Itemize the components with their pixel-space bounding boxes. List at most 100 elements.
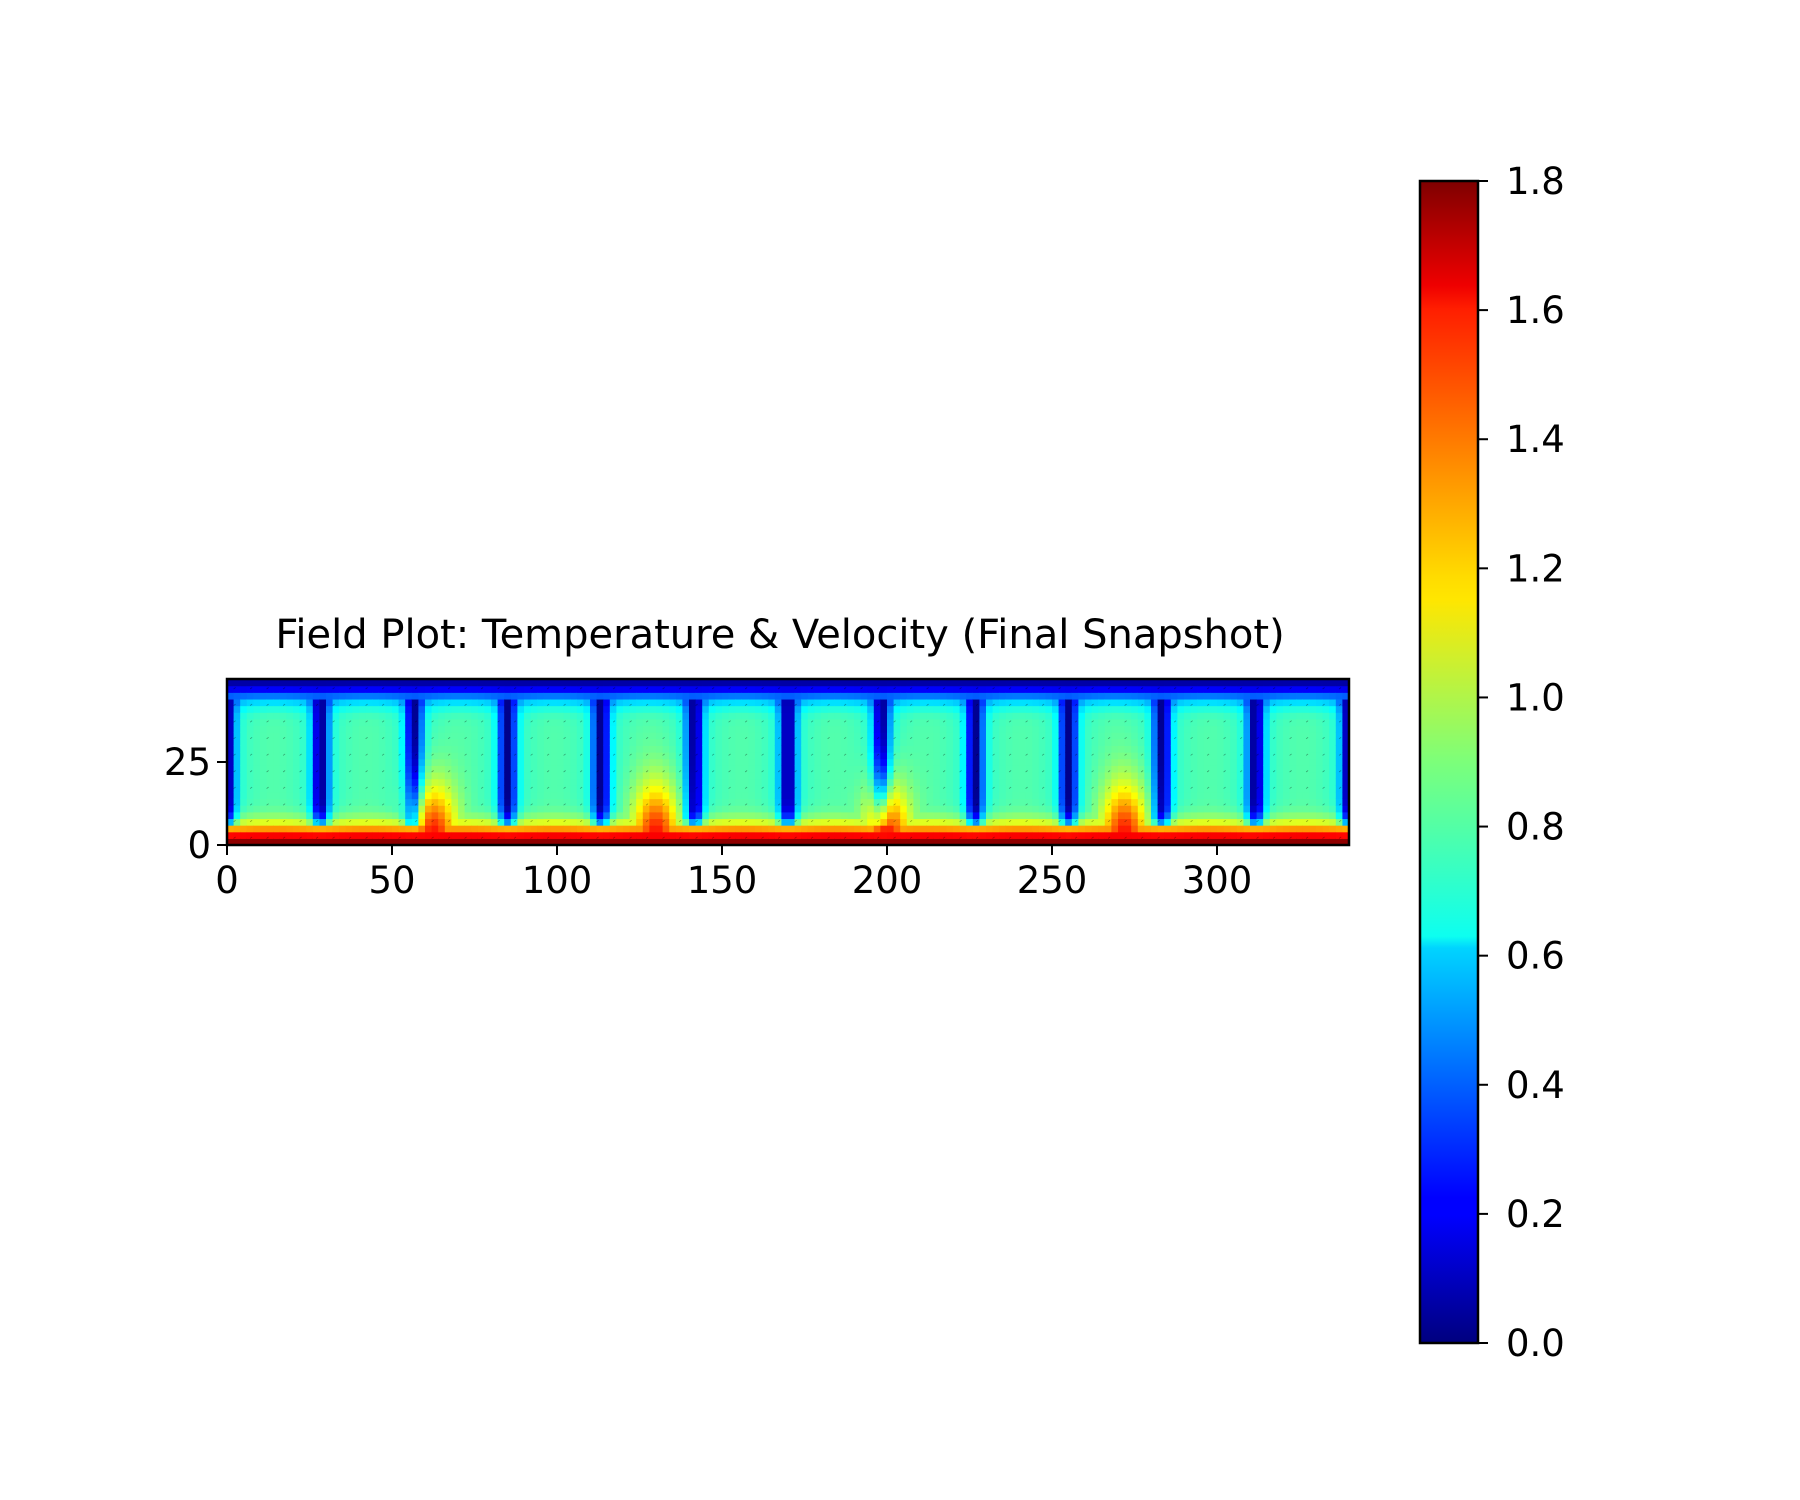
heatmap-cell bbox=[675, 818, 683, 826]
heatmap-cell bbox=[807, 818, 815, 826]
heatmap-cell bbox=[920, 692, 928, 700]
heatmap-cell bbox=[240, 685, 248, 693]
heatmap-cell bbox=[708, 679, 716, 687]
heatmap-cell bbox=[1025, 738, 1033, 746]
heatmap-cell bbox=[636, 798, 644, 806]
velocity-arrow bbox=[695, 753, 698, 756]
heatmap-cell bbox=[715, 718, 723, 727]
heatmap-cell bbox=[510, 838, 518, 845]
heatmap-cell bbox=[576, 732, 584, 740]
heatmap-cell bbox=[279, 752, 287, 760]
heatmap-cell bbox=[603, 798, 611, 806]
heatmap-cell bbox=[260, 685, 268, 693]
heatmap-cell bbox=[906, 745, 914, 753]
heatmap-cell bbox=[1012, 818, 1020, 826]
heatmap-cell bbox=[1269, 745, 1277, 753]
heatmap-cell bbox=[1131, 811, 1139, 820]
heatmap-cell bbox=[735, 698, 743, 707]
heatmap-cell bbox=[1032, 758, 1040, 766]
heatmap-cell bbox=[293, 778, 301, 786]
heatmap-cell bbox=[821, 798, 829, 806]
heatmap-cell bbox=[425, 765, 433, 773]
heatmap-cell bbox=[570, 752, 578, 760]
velocity-arrow bbox=[233, 836, 236, 839]
heatmap-cell bbox=[1197, 838, 1205, 845]
heatmap-cell bbox=[306, 771, 314, 780]
heatmap-cell bbox=[1230, 838, 1238, 845]
heatmap-cell bbox=[1065, 791, 1073, 800]
heatmap-cell bbox=[715, 778, 723, 786]
velocity-arrow bbox=[513, 703, 517, 706]
heatmap-cell bbox=[1256, 825, 1264, 833]
heatmap-cell bbox=[458, 778, 466, 786]
heatmap-cell bbox=[471, 685, 479, 693]
heatmap-cell bbox=[583, 692, 591, 700]
velocity-arrow bbox=[975, 753, 979, 756]
velocity-arrow bbox=[942, 770, 946, 773]
heatmap-cell bbox=[986, 738, 994, 746]
velocity-arrow bbox=[596, 687, 599, 690]
heatmap-cell bbox=[979, 732, 987, 740]
heatmap-cell bbox=[1177, 718, 1185, 727]
heatmap-cell bbox=[372, 811, 380, 820]
velocity-arrow bbox=[1157, 753, 1160, 756]
heatmap-cell bbox=[880, 771, 888, 780]
heatmap-cell bbox=[972, 805, 980, 813]
heatmap-cell bbox=[939, 805, 947, 813]
velocity-arrow bbox=[1223, 736, 1226, 740]
heatmap-cell bbox=[781, 831, 789, 839]
velocity-arrow bbox=[761, 687, 764, 690]
velocity-arrow bbox=[1206, 786, 1210, 789]
velocity-arrow bbox=[909, 836, 913, 839]
heatmap-cell bbox=[438, 705, 446, 713]
heatmap-cell bbox=[1012, 798, 1020, 806]
heatmap-cell bbox=[504, 705, 512, 713]
heatmap-cell bbox=[1118, 771, 1126, 780]
heatmap-cell bbox=[966, 811, 974, 820]
heatmap-cell bbox=[590, 771, 598, 780]
heatmap-cell bbox=[246, 745, 254, 753]
heatmap-cell bbox=[1190, 771, 1198, 780]
heatmap-cell bbox=[1078, 791, 1086, 800]
heatmap-cell bbox=[675, 765, 683, 773]
heatmap-cell bbox=[834, 692, 842, 700]
heatmap-cell bbox=[1217, 718, 1225, 727]
colorbar-tick-label: 1.8 bbox=[1506, 160, 1565, 203]
heatmap-cell bbox=[550, 785, 558, 793]
heatmap-cell bbox=[1203, 811, 1211, 820]
heatmap-cell bbox=[524, 798, 532, 806]
heatmap-cell bbox=[774, 805, 782, 813]
heatmap-cell bbox=[484, 738, 492, 746]
heatmap-cell bbox=[477, 752, 485, 760]
heatmap-cell bbox=[722, 838, 730, 845]
heatmap-cell bbox=[260, 791, 268, 800]
heatmap-cell bbox=[636, 745, 644, 753]
heatmap-cell bbox=[557, 712, 565, 720]
heatmap-cell bbox=[953, 805, 961, 813]
heatmap-cell bbox=[959, 831, 967, 839]
heatmap-cell bbox=[517, 811, 525, 820]
heatmap-cell bbox=[906, 771, 914, 780]
heatmap-cell bbox=[543, 818, 551, 826]
velocity-arrow bbox=[1091, 803, 1094, 806]
heatmap-cell bbox=[332, 745, 340, 753]
heatmap-cell bbox=[1032, 831, 1040, 839]
velocity-arrow bbox=[1256, 770, 1259, 773]
velocity-arrow bbox=[678, 803, 682, 806]
heatmap-cell bbox=[1177, 685, 1185, 693]
heatmap-cell bbox=[755, 811, 763, 820]
heatmap-cell bbox=[741, 791, 749, 800]
heatmap-cell bbox=[893, 752, 901, 760]
heatmap-cell bbox=[1164, 718, 1172, 727]
heatmap-cell bbox=[1157, 692, 1165, 700]
heatmap-cell bbox=[880, 705, 888, 713]
velocity-arrow bbox=[233, 786, 236, 789]
heatmap-cell bbox=[761, 738, 769, 746]
heatmap-cell bbox=[359, 778, 367, 786]
heatmap-cell bbox=[1098, 705, 1106, 713]
heatmap-cell bbox=[854, 831, 862, 839]
heatmap-cell bbox=[966, 831, 974, 839]
heatmap-cell bbox=[438, 791, 446, 800]
heatmap-cell bbox=[1118, 679, 1126, 687]
velocity-arrow bbox=[1272, 753, 1276, 756]
